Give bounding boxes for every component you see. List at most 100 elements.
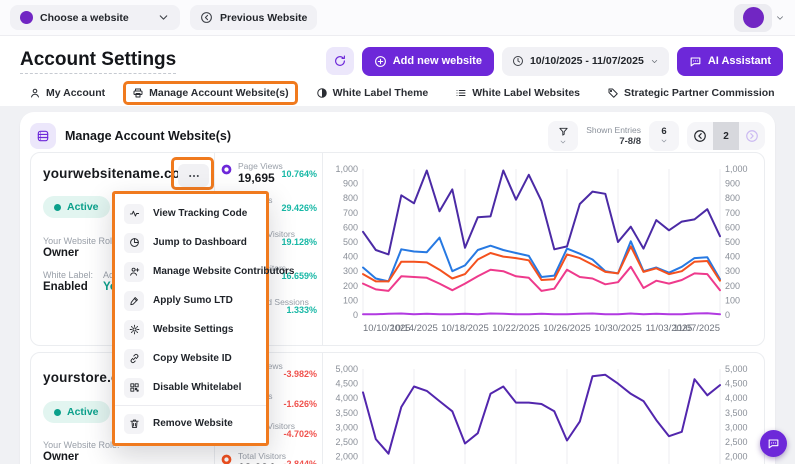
chat-icon: [689, 55, 702, 68]
chat-fab-button[interactable]: [760, 430, 787, 457]
previous-page-button[interactable]: [687, 122, 713, 150]
svg-text:10/30/2025: 10/30/2025: [594, 323, 642, 334]
choose-website-dropdown[interactable]: Choose a website: [10, 5, 180, 30]
metric-donut-icon: [220, 453, 233, 464]
svg-text:2,000: 2,000: [335, 452, 358, 462]
svg-text:200: 200: [343, 281, 358, 291]
menu-item-website-settings[interactable]: Website Settings: [115, 315, 266, 344]
filter-button[interactable]: [548, 121, 578, 151]
status-dot-icon: [54, 204, 61, 211]
role-label: Your Website Role:: [43, 440, 120, 450]
tab-white-label-theme[interactable]: White Label Theme: [307, 81, 438, 105]
ai-assistant-label: AI Assistant: [708, 55, 771, 67]
tab-white-label-websites[interactable]: White Label Websites: [446, 81, 589, 105]
svg-text:2,500: 2,500: [335, 437, 358, 447]
chat-icon: [767, 437, 780, 450]
menu-item-remove-website[interactable]: Remove Website: [115, 409, 266, 438]
avatar: [743, 7, 764, 28]
svg-text:600: 600: [725, 222, 740, 232]
chevron-down-icon: [157, 11, 170, 24]
tab-strategic-partner-commission[interactable]: Strategic Partner Commission: [598, 81, 784, 105]
status-dot-icon: [54, 409, 61, 416]
add-new-website-button[interactable]: Add new website: [362, 47, 494, 76]
header-actions: Add new website 10/10/2025 - 11/07/2025 …: [326, 47, 783, 76]
svg-text:700: 700: [343, 208, 358, 218]
server-icon: [36, 129, 50, 143]
svg-text:2,500: 2,500: [725, 437, 748, 447]
avatar-chip[interactable]: [734, 4, 772, 32]
svg-text:100: 100: [725, 295, 740, 305]
gear-icon: [129, 324, 140, 335]
svg-text:0: 0: [725, 310, 730, 320]
clock-icon: [512, 55, 524, 67]
white-label-value: Enabled: [43, 281, 88, 293]
previous-website-button[interactable]: Previous Website: [190, 5, 317, 30]
plus-circle-icon: [374, 55, 387, 68]
white-label-label: White Label:: [43, 270, 93, 280]
menu-item-manage-website-contributors[interactable]: Manage Website Contributors: [115, 257, 266, 286]
ai-assistant-button[interactable]: AI Assistant: [677, 47, 783, 76]
svg-text:1,000: 1,000: [725, 164, 748, 174]
menu-item-copy-website-id[interactable]: Copy Website ID: [115, 344, 266, 373]
next-page-button[interactable]: [739, 122, 765, 150]
svg-text:900: 900: [343, 179, 358, 189]
svg-text:5,000: 5,000: [335, 364, 358, 374]
tag-icon: [607, 87, 619, 99]
chevron-down-icon: [559, 138, 567, 146]
menu-item-apply-sumo-ltd[interactable]: Apply Sumo LTD: [115, 286, 266, 315]
arrow-left-circle-icon: [200, 11, 213, 24]
website-actions-menu: View Tracking CodeJump to DashboardManag…: [112, 191, 269, 446]
ellipsis-icon: [187, 169, 201, 183]
svg-text:10/26/2025: 10/26/2025: [543, 323, 591, 334]
svg-text:4,500: 4,500: [725, 379, 748, 389]
marker-icon: [129, 295, 140, 306]
svg-text:700: 700: [725, 208, 740, 218]
svg-text:3,000: 3,000: [725, 422, 748, 432]
svg-text:400: 400: [343, 252, 358, 262]
status-badge: Active: [43, 196, 110, 218]
stat-page-views: Page Views19,69510.764%: [215, 161, 322, 191]
pulse-icon: [129, 208, 140, 219]
svg-text:4,500: 4,500: [335, 379, 358, 389]
stat-total-visitors: Total Visitors12,094-2.844%: [215, 451, 322, 464]
chevron-down-icon: [650, 57, 659, 66]
svg-text:3,500: 3,500: [335, 408, 358, 418]
tab-my-account[interactable]: My Account: [20, 81, 114, 105]
add-new-website-label: Add new website: [393, 55, 482, 67]
svg-text:0: 0: [353, 310, 358, 320]
user-icon: [29, 87, 41, 99]
traffic-line-chart: 10/10/202510/14/202510/18/202510/22/2025…: [323, 153, 764, 345]
menu-divider: [115, 405, 266, 406]
website-logo-icon: [20, 11, 33, 24]
website-chart: 10/10/202510/14/202510/18/202510/22/2025…: [323, 353, 764, 464]
page-size-select[interactable]: 6: [649, 121, 679, 151]
role-label: Your Website Role:: [43, 236, 120, 246]
menu-item-disable-whitelabel[interactable]: Disable Whitelabel: [115, 373, 266, 402]
tab-manage-account-website-s-[interactable]: Manage Account Website(s): [123, 81, 297, 105]
date-range-picker[interactable]: 10/10/2025 - 11/07/2025: [502, 47, 669, 76]
chevron-down-icon: [660, 137, 668, 145]
refresh-icon: [333, 54, 347, 68]
website-name: yourwebsitename.com: [43, 166, 192, 181]
qr-icon: [129, 382, 140, 393]
trash-icon: [129, 418, 140, 429]
website-actions-button[interactable]: [178, 164, 209, 187]
menu-item-jump-to-dashboard[interactable]: Jump to Dashboard: [115, 228, 266, 257]
metric-donut-icon: [220, 163, 233, 176]
menu-item-view-tracking-code[interactable]: View Tracking Code: [115, 199, 266, 228]
app-root: Choose a website Previous Website Accoun…: [0, 0, 795, 464]
svg-text:300: 300: [343, 266, 358, 276]
dashboard-icon: [129, 237, 140, 248]
link-icon: [129, 353, 140, 364]
user-menu[interactable]: [734, 4, 785, 32]
date-range-value: 10/10/2025 - 11/07/2025: [530, 55, 644, 67]
topbar: Choose a website Previous Website: [0, 0, 795, 36]
panel-header: Manage Account Website(s) Shown Entries …: [30, 120, 765, 152]
shown-entries-label: Shown Entries: [586, 125, 641, 136]
role-value: Owner: [43, 451, 79, 463]
current-page: 2: [713, 122, 739, 150]
svg-text:100: 100: [343, 295, 358, 305]
panel-title: Manage Account Website(s): [65, 129, 231, 143]
refresh-button[interactable]: [326, 47, 354, 75]
svg-text:400: 400: [725, 252, 740, 262]
